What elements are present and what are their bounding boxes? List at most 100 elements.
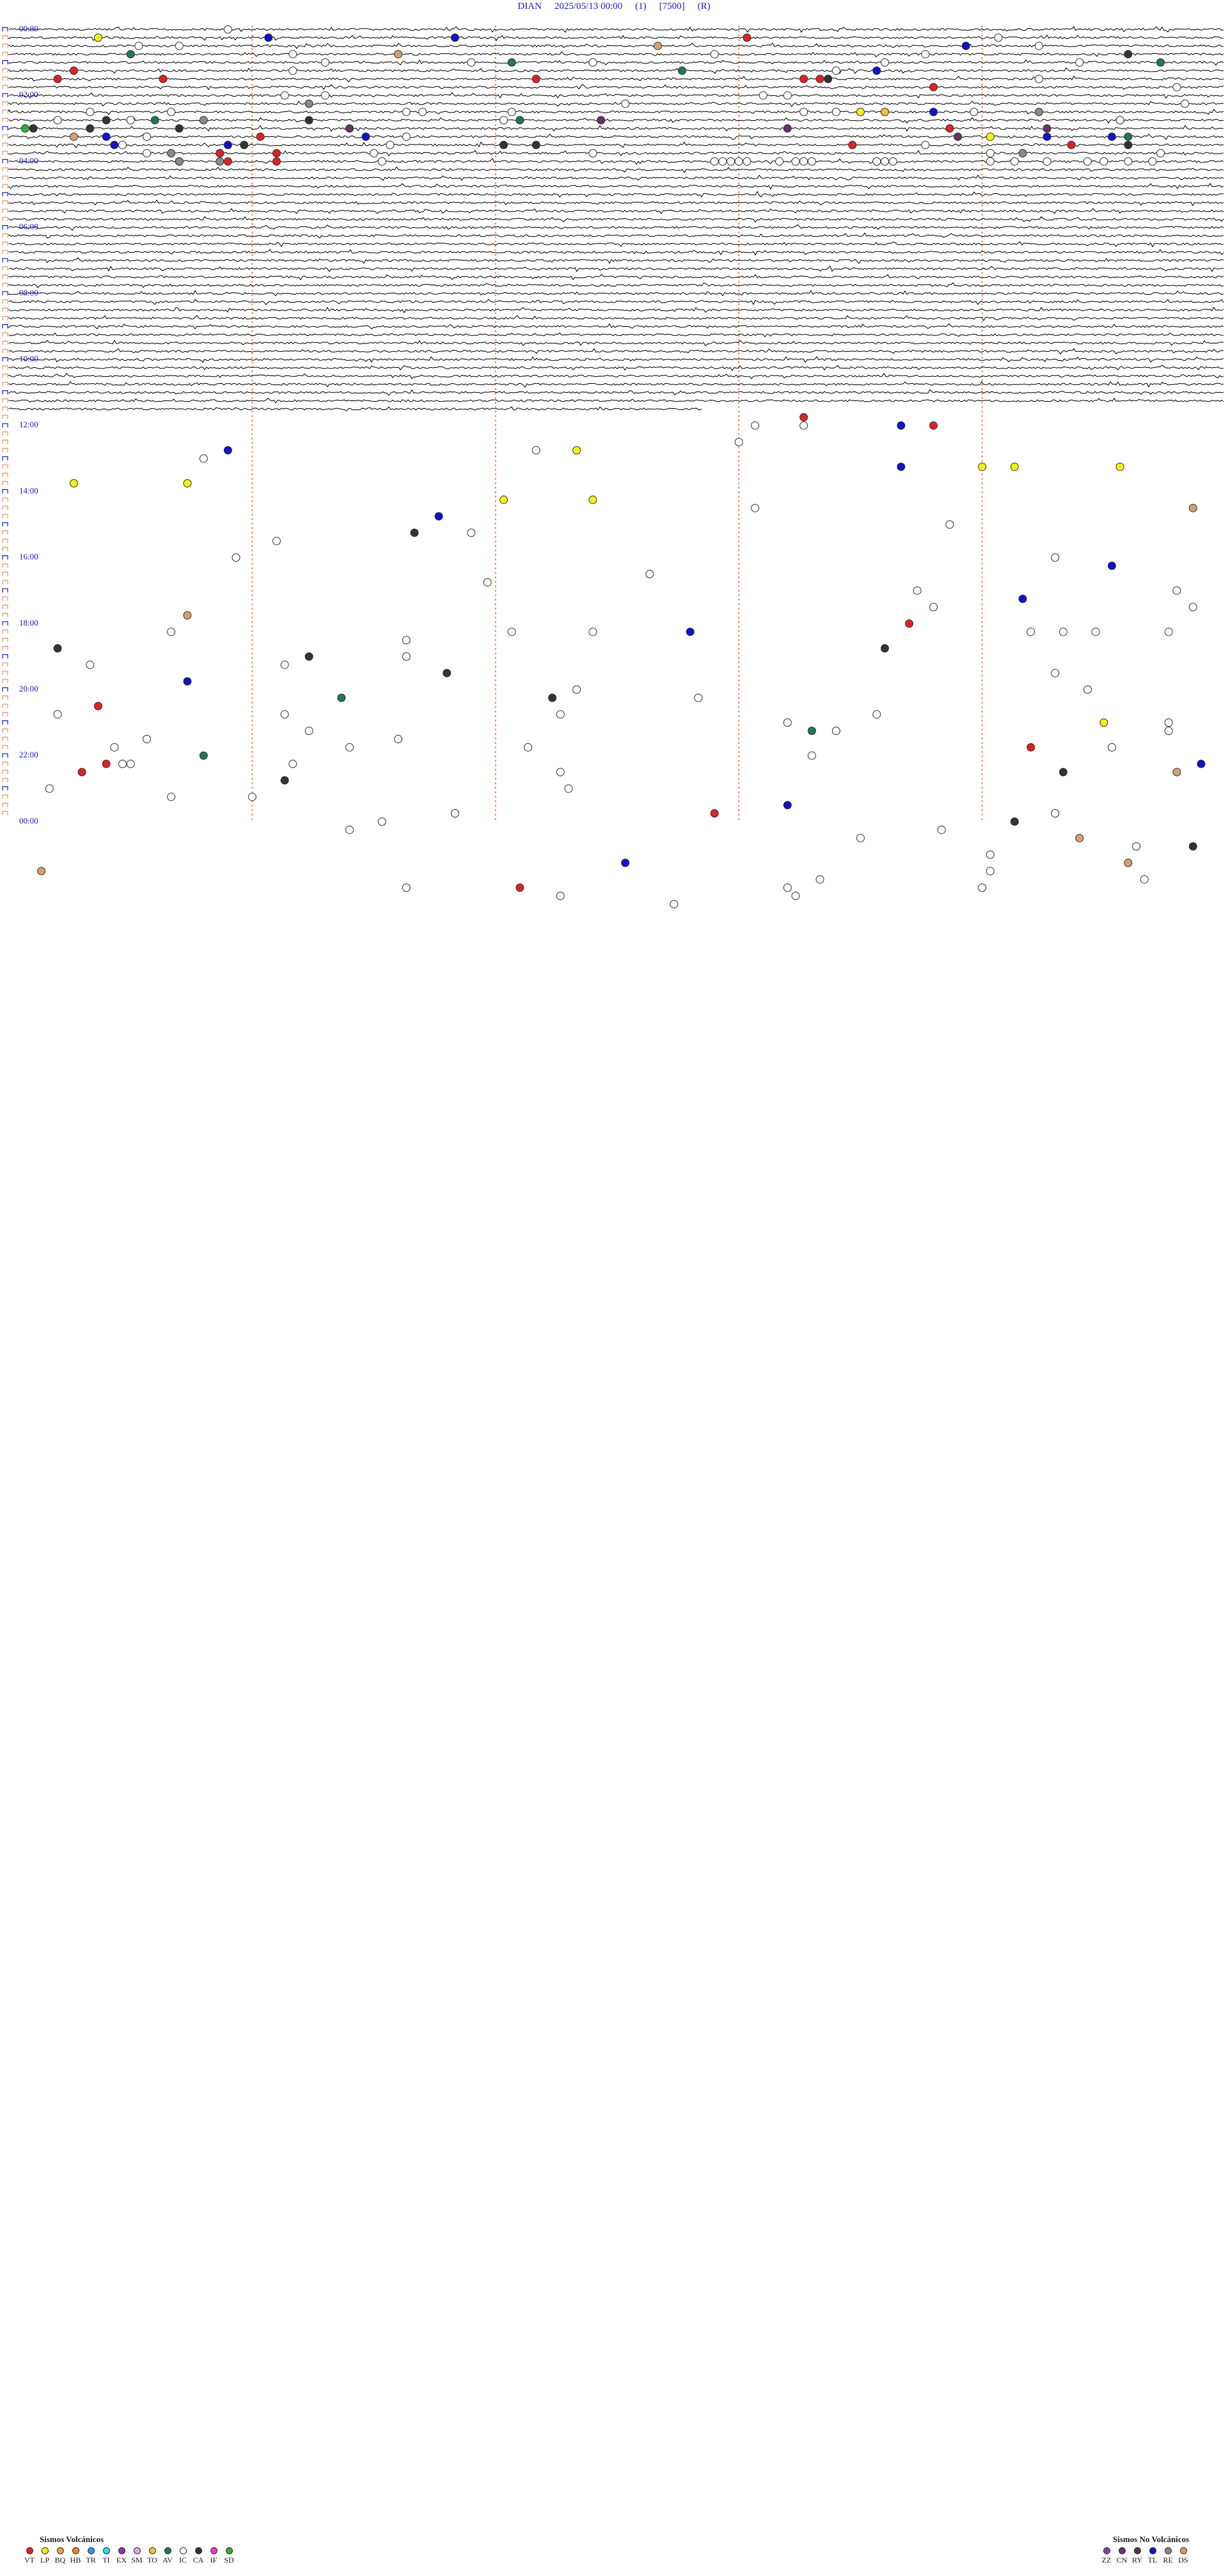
event-marker [970,107,979,116]
legend-volcanic: Sismos Volcánicos VT LP BQ HB TR TI EX SM TO AV IC… [22,2534,237,2565]
event-marker [37,867,46,876]
legend-label: CA [193,2556,204,2564]
trace-line [8,26,1224,33]
event-marker [175,157,184,166]
event-marker [783,718,792,727]
legend-item: IF [206,2547,221,2565]
row-marker [2,398,8,403]
row-marker [2,662,8,667]
trace-line [8,241,1224,248]
event-marker [167,107,176,116]
trace-line [8,183,1224,190]
event-marker [1132,842,1141,851]
event-marker [264,33,273,42]
event-marker [775,157,784,166]
event-marker [1018,149,1027,157]
row-marker [2,27,8,31]
event-marker [856,107,865,116]
trace-line [8,125,1224,132]
legend-label: BQ [54,2556,66,2564]
event-marker [686,628,695,636]
event-marker [223,141,232,150]
event-marker [978,883,987,892]
event-marker [1083,157,1092,166]
row-marker [2,283,8,287]
row-marker [2,68,8,73]
event-marker [1164,628,1173,636]
row-marker [2,150,8,155]
trace-line [8,365,1224,371]
event-marker [345,124,354,133]
legend-label: HB [70,2556,81,2564]
event-marker [77,768,86,777]
row-marker [2,324,8,329]
event-marker [921,50,930,59]
event-marker [531,446,540,455]
trace-line [8,290,1224,297]
event-marker [1188,503,1197,512]
row-marker [2,448,8,452]
trace-line [8,406,702,411]
event-marker [272,537,281,546]
event-marker [183,611,192,620]
event-marker [167,793,176,802]
row-marker [2,175,8,180]
row-marker [2,794,8,799]
legend-label: RE [1163,2556,1173,2564]
hour-label: 16:00 [19,552,38,562]
event-marker [1107,132,1116,141]
event-marker [872,67,881,75]
event-marker [1043,157,1051,166]
hour-label: 18:00 [19,618,38,628]
event-marker [159,74,168,83]
event-marker [20,124,29,133]
trace-line [8,108,1224,116]
row-marker [2,555,8,560]
row-marker [2,728,8,733]
event-marker [410,528,419,537]
event-marker [1083,685,1092,694]
legend-swatch [210,2547,217,2554]
chart-header: DIAN 2025/05/13 00:00 (1) [7500] (R) [0,1,1228,12]
row-marker [2,365,8,370]
event-marker [223,157,232,166]
row-marker [2,670,8,676]
trace-line [8,332,1224,338]
event-marker [183,479,192,487]
event-marker [248,793,256,802]
row-marker [2,184,8,189]
event-marker [110,743,119,752]
legend-swatch [1179,2547,1187,2554]
row-marker [2,439,8,444]
event-marker [394,50,403,59]
event-marker [791,892,800,900]
event-marker [402,883,411,892]
legend-swatch [148,2547,156,2554]
row-marker [2,109,8,114]
event-marker [807,751,816,760]
trace-line [8,265,1224,273]
event-marker [913,586,922,595]
event-marker [86,124,95,133]
event-marker [872,710,881,719]
row-marker [2,736,8,741]
event-marker [53,644,62,652]
trace-line [8,389,1224,396]
event-marker [467,528,476,537]
legend-item: SM [129,2547,145,2565]
legend-label: SM [131,2556,143,2564]
event-marker [272,157,281,166]
row-marker [2,126,8,130]
trace-line [8,42,1224,49]
row-marker [2,118,8,122]
event-marker [288,50,297,59]
event-marker [1188,603,1197,612]
event-marker [524,743,533,752]
row-marker [2,382,8,386]
legend-swatch [1118,2547,1126,2554]
event-marker [499,116,508,125]
event-marker [1051,553,1060,562]
legend-nonvolcanic-title: Sismos No Volcánicos [1113,2534,1190,2544]
event-marker [183,677,192,686]
row-marker [2,43,8,48]
